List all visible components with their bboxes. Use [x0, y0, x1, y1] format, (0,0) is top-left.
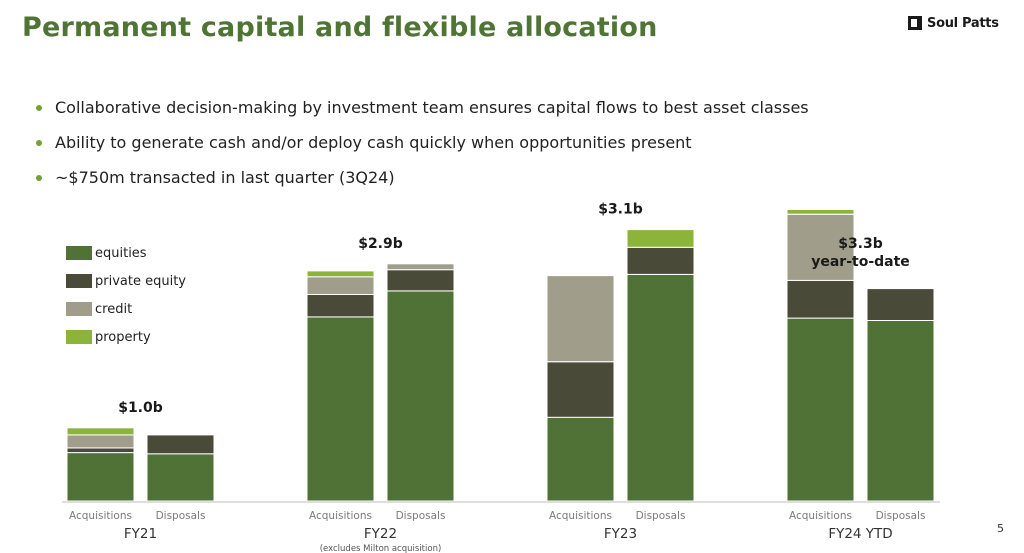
bar-segment-private-equity: [306, 294, 375, 318]
soul-patts-logo: Soul Patts: [908, 14, 999, 32]
bullet-item: ~$750m transacted in last quarter (3Q24): [36, 160, 809, 195]
group-label: FY23: [604, 526, 637, 542]
legend-item-private-equity: private equity: [66, 267, 186, 295]
legend-label: equities: [95, 245, 147, 261]
bar-label-acquisitions: Acquisitions: [549, 510, 612, 522]
bar-segment-private-equity: [386, 269, 455, 292]
legend-swatch-property: [66, 330, 92, 344]
bar-segment-property: [306, 270, 375, 278]
legend-swatch-equities: [66, 246, 92, 260]
bar-segment-property: [626, 229, 695, 248]
bar-label-disposals: Disposals: [156, 510, 206, 522]
group-total-sublabel: year-to-date: [811, 254, 910, 270]
legend-label: property: [95, 329, 151, 345]
bar-segment-credit: [66, 434, 135, 449]
bullet-text: Ability to generate cash and/or deploy c…: [55, 133, 692, 152]
legend-swatch-credit: [66, 302, 92, 316]
legend-item-credit: credit: [66, 295, 186, 323]
bar-segment-property: [66, 427, 135, 436]
bar-label-disposals: Disposals: [876, 510, 926, 522]
legend-item-property: property: [66, 323, 186, 351]
bullet-text: ~$750m transacted in last quarter (3Q24): [55, 168, 395, 187]
bar-segment-equities: [546, 416, 615, 502]
bar-segment-credit: [386, 263, 455, 271]
legend-label: credit: [95, 301, 133, 317]
legend-label: private equity: [95, 273, 186, 289]
legend-swatch-private-equity: [66, 274, 92, 288]
slide-title: Permanent capital and flexible allocatio…: [22, 12, 658, 43]
bar-segment-private-equity: [546, 361, 615, 418]
bar-label-acquisitions: Acquisitions: [69, 510, 132, 522]
group-total-label: $1.0b: [118, 400, 163, 416]
group-total-label: $2.9b: [358, 236, 403, 252]
bar-segment-private-equity: [626, 246, 695, 275]
logo-text: Soul Patts: [927, 15, 999, 31]
bullet-dot-icon: [36, 174, 42, 181]
group-sublabel: (excludes Milton acquisition): [320, 544, 442, 553]
group-total-label: $3.1b: [598, 202, 643, 218]
bar-segment-private-equity: [146, 434, 215, 455]
group-label: FY24 YTD: [828, 526, 892, 542]
bar-segment-equities: [66, 452, 135, 502]
bar-label-disposals: Disposals: [396, 510, 446, 522]
bar-segment-private-equity: [866, 288, 935, 322]
group-label: FY22: [364, 526, 397, 542]
group-label: FY21: [124, 526, 157, 542]
bullet-list: Collaborative decision-making by investm…: [36, 90, 809, 195]
bullet-text: Collaborative decision-making by investm…: [55, 98, 809, 117]
bar-segment-equities: [306, 316, 375, 502]
bar-segment-credit: [786, 213, 855, 281]
bar-segment-equities: [386, 290, 455, 502]
bar-segment-equities: [866, 320, 935, 502]
bar-segment-credit: [306, 276, 375, 295]
bar-segment-equities: [626, 273, 695, 502]
bar-segment-equities: [146, 453, 215, 502]
page-number: 5: [997, 522, 1004, 535]
bar-label-acquisitions: Acquisitions: [789, 510, 852, 522]
bullet-dot-icon: [36, 139, 42, 146]
bar-label-disposals: Disposals: [636, 510, 686, 522]
bar-segment-private-equity: [786, 279, 855, 319]
bar-label-acquisitions: Acquisitions: [309, 510, 372, 522]
bullet-dot-icon: [36, 104, 42, 111]
legend-item-equities: equities: [66, 239, 186, 267]
bullet-item: Collaborative decision-making by investm…: [36, 90, 809, 125]
chart-legend: equities private equity credit property: [66, 239, 186, 351]
bar-segment-equities: [786, 317, 855, 502]
bar-segment-private-equity: [66, 447, 135, 454]
logo-mark-icon: [908, 16, 922, 30]
bar-segment-credit: [546, 275, 615, 363]
bullet-item: Ability to generate cash and/or deploy c…: [36, 125, 809, 160]
group-total-label: $3.3b: [838, 236, 883, 252]
bar-segment-property: [786, 209, 855, 215]
